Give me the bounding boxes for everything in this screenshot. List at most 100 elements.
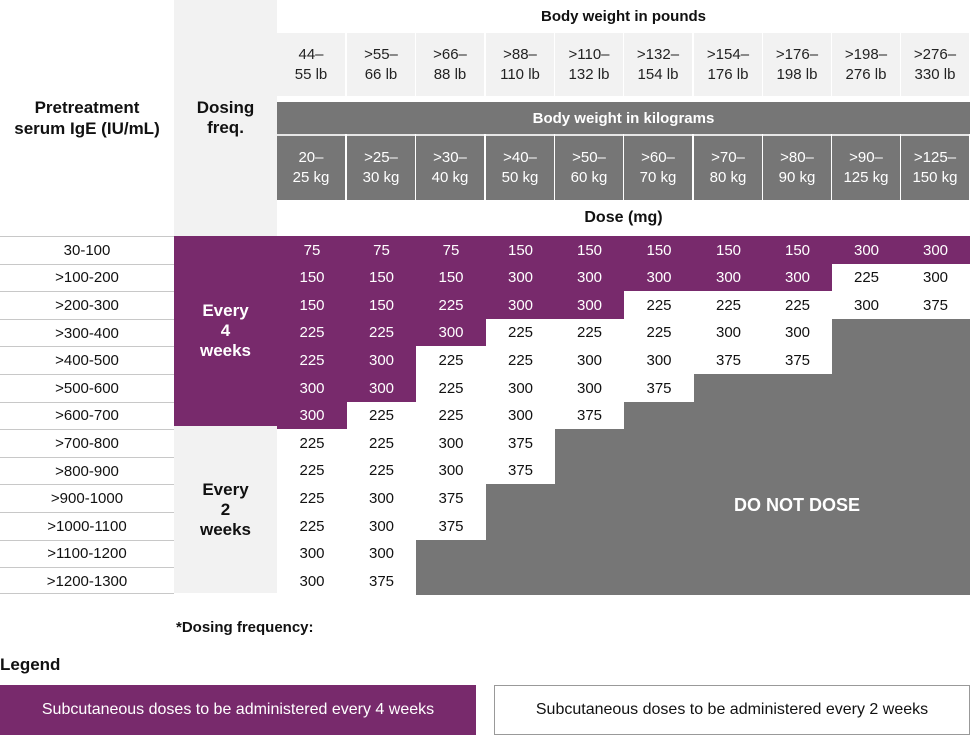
do-not-dose-cell: [763, 539, 832, 568]
do-not-dose-cell: [624, 484, 694, 513]
do-not-dose-cell: [694, 567, 763, 596]
do-not-dose-text: DO NOT DOSE: [733, 494, 860, 515]
dose-cell: 150: [694, 236, 763, 265]
weight-kg-line1: >90–: [849, 149, 883, 166]
weight-lb-line2: 110 lb: [500, 65, 540, 83]
weight-lb-header: >66– 88 lb: [416, 33, 484, 96]
do-not-dose-cell: [555, 429, 624, 458]
weight-lb-line1: >132–: [636, 45, 680, 63]
weight-kg-text: >80– 90 kg: [779, 148, 816, 188]
dose-cell: 225: [416, 401, 486, 430]
ige-row-label: >1100-1200: [0, 539, 174, 568]
dosing-frequency-header-text: Dosing freq.: [196, 98, 255, 137]
weight-kg-line2: 150 kg: [912, 169, 958, 186]
dose-cell: 300: [416, 318, 486, 347]
do-not-dose-cell: [901, 484, 970, 513]
weight-lb-line1: 44–: [298, 45, 324, 63]
dose-cell: 375: [555, 401, 624, 430]
dose-cell: 300: [555, 346, 624, 375]
legend-title: Legend: [0, 655, 61, 674]
weight-lb-line2: 88 lb: [433, 65, 467, 83]
every4-line2: 4: [220, 321, 231, 340]
dose-cell: 300: [486, 374, 555, 403]
do-not-dose-cell: [832, 346, 901, 375]
weight-kg-text: >40– 50 kg: [502, 148, 539, 188]
dose-cell: 300: [416, 429, 486, 458]
do-not-dose-cell: [901, 567, 970, 596]
do-not-dose-cell: [624, 539, 694, 568]
ige-row-label: >400-500: [0, 346, 174, 374]
do-not-dose-cell: [763, 374, 832, 403]
weight-lb-text: >66– 88 lb: [433, 45, 467, 85]
dose-cell: 300: [763, 263, 832, 292]
dose-cell: 225: [277, 346, 347, 375]
dose-cell: 300: [763, 318, 832, 347]
do-not-dose-cell: [555, 539, 624, 568]
do-not-dose-cell: [694, 401, 763, 430]
dose-cell: 225: [347, 401, 416, 430]
dose-cell: 300: [416, 456, 486, 485]
dose-cell: 300: [832, 236, 901, 265]
dose-cell: 225: [416, 374, 486, 403]
dose-cell: 225: [763, 291, 832, 320]
dose-cell: 225: [416, 346, 486, 375]
weight-lb-header: >154– 176 lb: [694, 33, 762, 96]
dose-cell: 375: [416, 512, 486, 541]
do-not-dose-cell: [832, 318, 901, 347]
weight-lb-line1: >55–: [364, 45, 398, 63]
weight-lb-text: >176– 198 lb: [776, 45, 818, 85]
weight-kg-text: >125– 150 kg: [912, 148, 957, 188]
weight-kg-line2: 40 kg: [431, 169, 469, 186]
dose-cell: 150: [277, 291, 347, 320]
every2-line1: Every: [202, 479, 249, 499]
every2-line2: 2: [220, 499, 231, 519]
dose-cell: 300: [555, 374, 624, 403]
weight-kg-text: >50– 60 kg: [571, 148, 608, 188]
legend-every-2-weeks-text: Subcutaneous doses to be administered ev…: [535, 701, 929, 718]
weight-lb-line1: >154–: [706, 45, 750, 63]
dose-cell: 150: [277, 263, 347, 292]
body-weight-pounds-title: Body weight in pounds: [277, 0, 970, 32]
dose-cell: 225: [624, 291, 694, 320]
weight-kg-line2: 80 kg: [709, 169, 747, 186]
dose-cell: 225: [277, 429, 347, 458]
do-not-dose-cell: [901, 374, 970, 403]
do-not-dose-cell: [901, 346, 970, 375]
weight-lb-header: >55– 66 lb: [347, 33, 415, 96]
do-not-dose-cell: [763, 401, 832, 430]
weight-lb-line1: >176–: [775, 45, 819, 63]
weight-lb-text: >276– 330 lb: [914, 45, 956, 85]
every2-line3: weeks: [199, 519, 252, 539]
dose-cell: 300: [901, 236, 970, 265]
weight-lb-line2: 276 lb: [845, 65, 887, 83]
dose-cell: 375: [763, 346, 832, 375]
every4-line1: Every: [202, 301, 249, 320]
dose-cell: 225: [347, 429, 416, 458]
body-weight-kilograms-title-text: Body weight in kilograms: [532, 109, 715, 127]
weight-lb-line2: 198 lb: [776, 65, 818, 83]
weight-lb-line1: >88–: [503, 45, 537, 63]
dose-cell: 150: [416, 263, 486, 292]
ige-row-label: >800-900: [0, 456, 174, 485]
do-not-dose-cell: [763, 512, 832, 541]
ige-row-label: >700-800: [0, 429, 174, 457]
body-weight-kilograms-title: Body weight in kilograms: [277, 102, 970, 134]
weight-kg-line1: >25–: [364, 149, 398, 166]
do-not-dose-cell: [624, 429, 694, 458]
dose-cell: 300: [277, 567, 347, 596]
dose-cell: 225: [694, 291, 763, 320]
weight-kg-text: >60– 70 kg: [640, 148, 677, 188]
weight-kg-header: >90– 125 kg: [832, 134, 900, 200]
weight-kg-line1: 20–: [298, 149, 324, 166]
weight-kg-line2: 70 kg: [639, 169, 677, 186]
weight-lb-text: >198– 276 lb: [845, 45, 887, 85]
dose-mg-title-text: Dose (mg): [584, 209, 663, 226]
weight-lb-line2: 330 lb: [914, 65, 956, 83]
do-not-dose-cell: [832, 567, 901, 596]
do-not-dose-cell: [694, 484, 763, 513]
do-not-dose-cell: [832, 429, 901, 458]
dose-cell: 225: [832, 263, 901, 292]
dose-cell: 300: [624, 346, 694, 375]
weight-kg-text: >90– 125 kg: [843, 148, 888, 188]
weight-lb-line2: 66 lb: [364, 65, 398, 83]
